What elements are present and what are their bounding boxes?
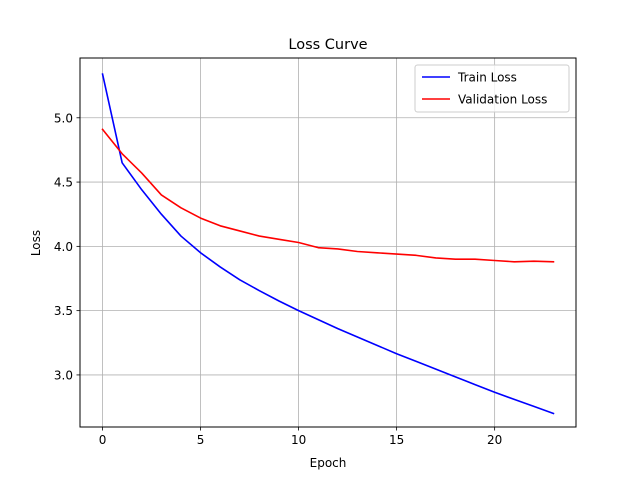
y-tick-label: 4.5 xyxy=(54,176,73,190)
x-tick-label: 10 xyxy=(291,433,306,447)
legend-label: Train Loss xyxy=(457,71,517,85)
y-tick-label: 3.5 xyxy=(54,304,73,318)
series-lines xyxy=(101,73,555,415)
chart-title: Loss Curve xyxy=(288,37,367,53)
legend: Train Loss Validation Loss xyxy=(414,64,570,113)
legend-label: Validation Loss xyxy=(458,93,547,107)
x-tick-label: 0 xyxy=(99,433,107,447)
y-tick-label: 5.0 xyxy=(54,111,73,125)
plot-area xyxy=(80,58,576,427)
x-tick-label: 5 xyxy=(197,433,205,447)
y-tick-label: 3.0 xyxy=(54,368,73,382)
x-tick-label: 20 xyxy=(487,433,502,447)
x-axis-ticks: 0 5 10 15 20 xyxy=(99,427,502,447)
y-axis-label: Loss xyxy=(29,230,43,256)
x-tick-label: 15 xyxy=(389,433,404,447)
series-line-validation-loss xyxy=(101,128,555,263)
y-tick-label: 4.0 xyxy=(54,240,73,254)
x-axis-label: Epoch xyxy=(310,456,347,470)
axes-frame xyxy=(79,57,577,428)
series-line-train-loss xyxy=(101,73,555,415)
y-axis-ticks: 3.0 3.5 4.0 4.5 5.0 xyxy=(54,111,80,382)
legend-box xyxy=(414,64,570,113)
